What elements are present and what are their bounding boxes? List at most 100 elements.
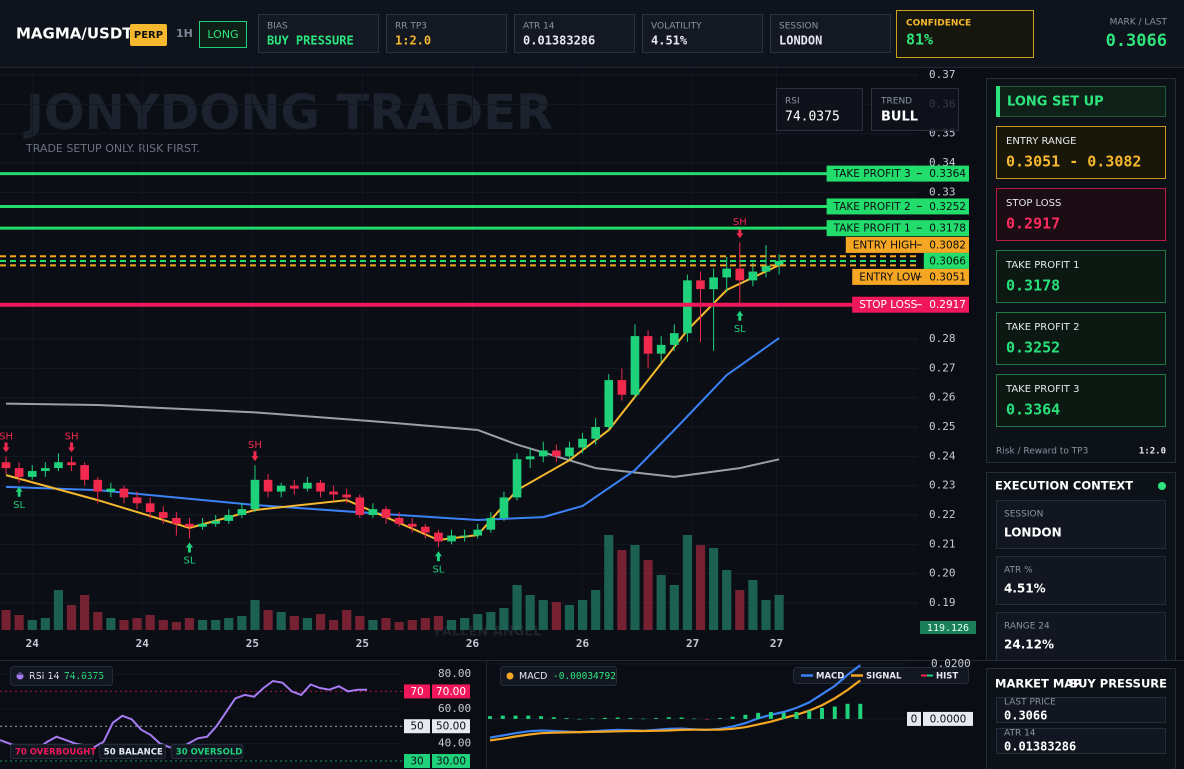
level-label: TAKE PROFIT 3 bbox=[833, 168, 911, 180]
context-card-label: ATR % bbox=[1004, 566, 1033, 576]
mark-value: 0.3066 bbox=[1106, 31, 1167, 51]
level-label: 70.00 bbox=[436, 686, 466, 698]
market-card-label: ATR 14 bbox=[1004, 729, 1036, 739]
level-label: TAKE PROFIT 2 bbox=[833, 201, 911, 213]
trend-indicator-box bbox=[871, 88, 959, 131]
setup-title-accent bbox=[996, 86, 1000, 117]
volume-bar bbox=[250, 600, 260, 630]
setup-card-label: ENTRY RANGE bbox=[1006, 136, 1076, 147]
setup-card-label: STOP LOSS bbox=[1006, 198, 1061, 209]
x-tick-label: 27 bbox=[686, 637, 699, 650]
level-tag bbox=[404, 719, 430, 734]
symbol: MAGMA/USDT bbox=[16, 25, 133, 43]
stat-value: 4.51% bbox=[651, 34, 688, 48]
candle-body bbox=[709, 277, 718, 290]
level-tag bbox=[826, 198, 969, 215]
candle-body bbox=[14, 468, 24, 477]
candle-body bbox=[41, 468, 50, 472]
volume-bar bbox=[433, 616, 444, 630]
histogram-bar bbox=[488, 716, 492, 719]
candle-body bbox=[316, 482, 325, 492]
rsi-indicator-box bbox=[776, 88, 863, 131]
level-value: 0.3066 bbox=[929, 255, 966, 267]
annotation: SH bbox=[0, 431, 13, 442]
subtitle: TRADE SETUP ONLY. RISK FIRST. bbox=[25, 142, 200, 155]
volume-bar bbox=[197, 620, 208, 630]
x-tick-label: 25 bbox=[246, 637, 259, 650]
volume-bar bbox=[237, 616, 247, 630]
macd-value: -0.00034792 bbox=[553, 671, 616, 682]
chart-area bbox=[0, 68, 918, 655]
rsi-value: 74.0375 bbox=[64, 671, 104, 682]
histogram-bar bbox=[654, 718, 658, 719]
histogram-bar bbox=[551, 717, 556, 719]
macd-legend bbox=[793, 667, 969, 684]
volume-bar bbox=[53, 590, 64, 630]
annotation: SL bbox=[432, 564, 444, 575]
context-card-label: RANGE 24 bbox=[1004, 622, 1050, 632]
candle-body bbox=[630, 336, 640, 395]
stat-box bbox=[258, 14, 379, 53]
candle-body bbox=[303, 482, 312, 489]
level-label: ENTRY LOW bbox=[859, 271, 921, 283]
volume-bar bbox=[224, 618, 234, 630]
annotation-arrow bbox=[251, 451, 259, 462]
y-tick-label: 60.00 bbox=[438, 702, 471, 715]
candle-body bbox=[158, 512, 168, 518]
level-tag bbox=[404, 684, 430, 699]
histogram-bar bbox=[781, 712, 786, 719]
setup-card-label: TAKE PROFIT 2 bbox=[1005, 322, 1079, 333]
level-label: TAKE PROFIT 1 bbox=[833, 223, 911, 235]
volume-bar bbox=[132, 618, 142, 630]
candle-body bbox=[237, 509, 247, 516]
confidence-box bbox=[896, 10, 1034, 58]
market-card bbox=[996, 697, 1166, 723]
x-tick-label: 26 bbox=[576, 637, 590, 650]
setup-card-value: 0.2917 bbox=[1006, 215, 1060, 233]
volume-bar bbox=[420, 618, 430, 630]
candle-body bbox=[761, 265, 771, 272]
candle-body bbox=[591, 427, 600, 439]
candle-body bbox=[696, 280, 705, 290]
volume-bar bbox=[722, 570, 732, 630]
level-value: 0.3051 bbox=[929, 271, 966, 283]
setup-card bbox=[996, 126, 1166, 179]
volume-bar bbox=[761, 600, 771, 630]
histogram-bar bbox=[564, 718, 569, 719]
histogram-bar bbox=[692, 718, 697, 720]
histogram-bar bbox=[602, 717, 607, 719]
level-tag bbox=[923, 711, 973, 726]
volume-bar bbox=[80, 595, 90, 630]
volume-bar bbox=[709, 548, 719, 630]
volume-bar bbox=[315, 614, 326, 630]
macd-line bbox=[489, 664, 861, 739]
y-tick-label: 0.0200 bbox=[931, 657, 971, 670]
annotation-arrow bbox=[15, 486, 23, 497]
y-tick-label: 0.28 bbox=[929, 332, 956, 345]
volume-bar bbox=[473, 614, 483, 630]
setup-card bbox=[996, 374, 1166, 427]
candle-body bbox=[656, 344, 666, 354]
histogram-bar bbox=[500, 715, 505, 719]
context-card-value: LONDON bbox=[1004, 526, 1062, 540]
level-tag bbox=[852, 268, 969, 285]
candle-body bbox=[289, 485, 299, 489]
overlay: RSI 74.0375 TREND BULL bbox=[776, 88, 959, 131]
candle-body bbox=[93, 479, 103, 492]
volume-bar bbox=[774, 595, 784, 630]
histogram-bar bbox=[756, 712, 761, 719]
volume-bar bbox=[302, 618, 312, 630]
candle-body bbox=[119, 488, 129, 498]
volume-bar bbox=[551, 602, 561, 630]
level-tag bbox=[923, 252, 969, 269]
stat-label: SESSION bbox=[779, 22, 818, 32]
setup-card-value: 0.3252 bbox=[1006, 339, 1060, 357]
candle-body bbox=[355, 497, 365, 516]
histogram-bar bbox=[845, 703, 850, 719]
candle-body bbox=[54, 462, 63, 469]
rr-label: Risk / Reward to TP3 bbox=[996, 447, 1088, 457]
stat-value: LONDON bbox=[779, 34, 822, 48]
histogram-bar bbox=[628, 718, 633, 719]
volume-bar bbox=[735, 590, 745, 630]
candle-body bbox=[394, 517, 404, 524]
